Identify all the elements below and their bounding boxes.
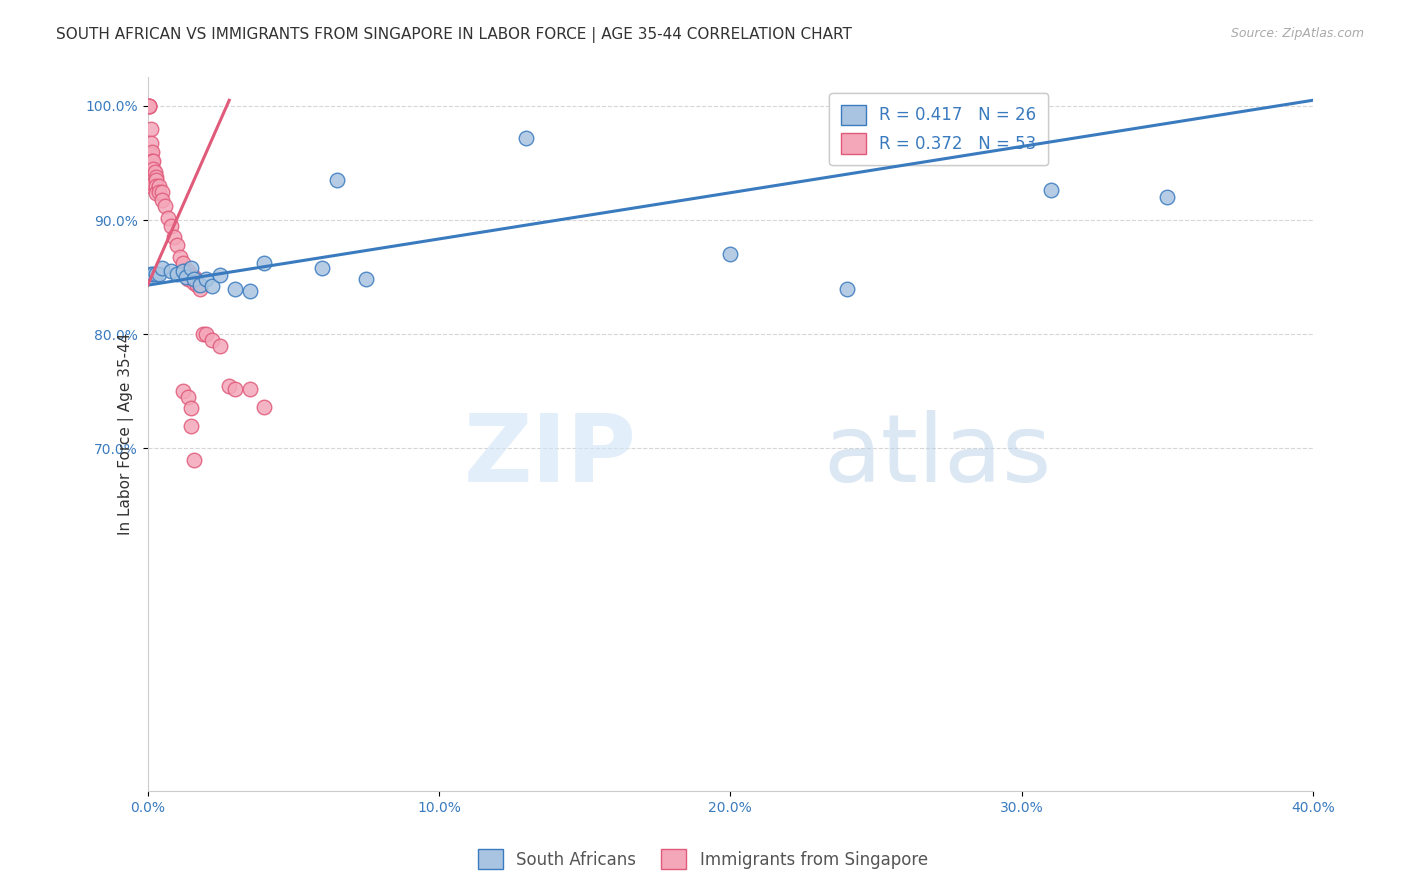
Point (354, 272, 377, 286)
Point (139, 169, 162, 184)
Point (139, 178, 162, 193)
Point (153, 199, 176, 213)
Point (201, 333, 224, 347)
Point (239, 284, 262, 298)
Point (160, 219, 183, 233)
Point (188, 282, 211, 296)
Point (209, 268, 232, 282)
Point (172, 256, 194, 270)
Point (160, 264, 183, 278)
Point (138, 99, 160, 113)
Point (183, 272, 205, 286)
Point (166, 267, 188, 281)
Point (183, 452, 205, 467)
Point (718, 247, 741, 261)
Point (186, 278, 208, 293)
Point (209, 339, 232, 353)
Legend: South Africans, Immigrants from Singapore: South Africans, Immigrants from Singapor… (468, 838, 938, 880)
Point (141, 153, 163, 168)
Text: ZIP: ZIP (464, 409, 637, 501)
Point (177, 272, 200, 286)
Point (163, 230, 186, 244)
Point (174, 270, 197, 285)
Text: Source: ZipAtlas.com: Source: ZipAtlas.com (1230, 27, 1364, 40)
Point (326, 173, 349, 187)
Point (180, 401, 202, 416)
Point (139, 147, 162, 161)
Point (143, 165, 166, 179)
Point (177, 390, 200, 404)
Point (191, 327, 214, 342)
Point (194, 272, 217, 286)
Point (515, 131, 537, 145)
Point (139, 161, 162, 175)
Point (139, 136, 162, 150)
Point (145, 173, 167, 187)
Point (194, 327, 217, 342)
Y-axis label: In Labor Force | Age 35-44: In Labor Force | Age 35-44 (118, 333, 134, 535)
Point (224, 382, 246, 396)
Point (145, 186, 167, 200)
Point (139, 267, 162, 281)
Point (142, 169, 165, 184)
Text: SOUTH AFRICAN VS IMMIGRANTS FROM SINGAPORE IN LABOR FORCE | AGE 35-44 CORRELATIO: SOUTH AFRICAN VS IMMIGRANTS FROM SINGAPO… (56, 27, 852, 43)
Point (172, 264, 194, 278)
Point (138, 99, 160, 113)
Point (142, 153, 165, 168)
Point (142, 161, 165, 176)
Point (183, 276, 205, 290)
Point (139, 121, 162, 136)
Point (139, 153, 162, 168)
Point (145, 169, 167, 184)
Point (218, 378, 240, 392)
Point (311, 261, 333, 276)
Point (201, 279, 224, 293)
Point (180, 261, 202, 276)
Point (1039, 184, 1062, 198)
Point (141, 145, 163, 159)
Point (145, 267, 167, 281)
Point (253, 401, 276, 415)
Legend: R = 0.417   N = 26, R = 0.372   N = 53: R = 0.417 N = 26, R = 0.372 N = 53 (830, 93, 1049, 165)
Point (150, 185, 173, 199)
Point (180, 268, 202, 282)
Point (253, 256, 276, 270)
Point (150, 261, 173, 276)
Point (145, 178, 167, 193)
Point (239, 382, 262, 396)
Point (188, 278, 211, 293)
Point (148, 267, 170, 281)
Point (224, 282, 246, 296)
Point (183, 270, 205, 285)
Point (835, 282, 858, 296)
Point (157, 211, 180, 225)
Point (166, 238, 188, 252)
Point (1156, 190, 1178, 204)
Text: atlas: atlas (824, 409, 1052, 501)
Point (150, 193, 173, 207)
Point (148, 178, 170, 193)
Point (169, 250, 191, 264)
Point (180, 418, 202, 433)
Point (142, 177, 165, 191)
Point (148, 185, 170, 199)
Point (174, 264, 197, 278)
Point (172, 384, 194, 399)
Point (142, 267, 165, 281)
Point (177, 264, 200, 278)
Point (138, 99, 160, 113)
